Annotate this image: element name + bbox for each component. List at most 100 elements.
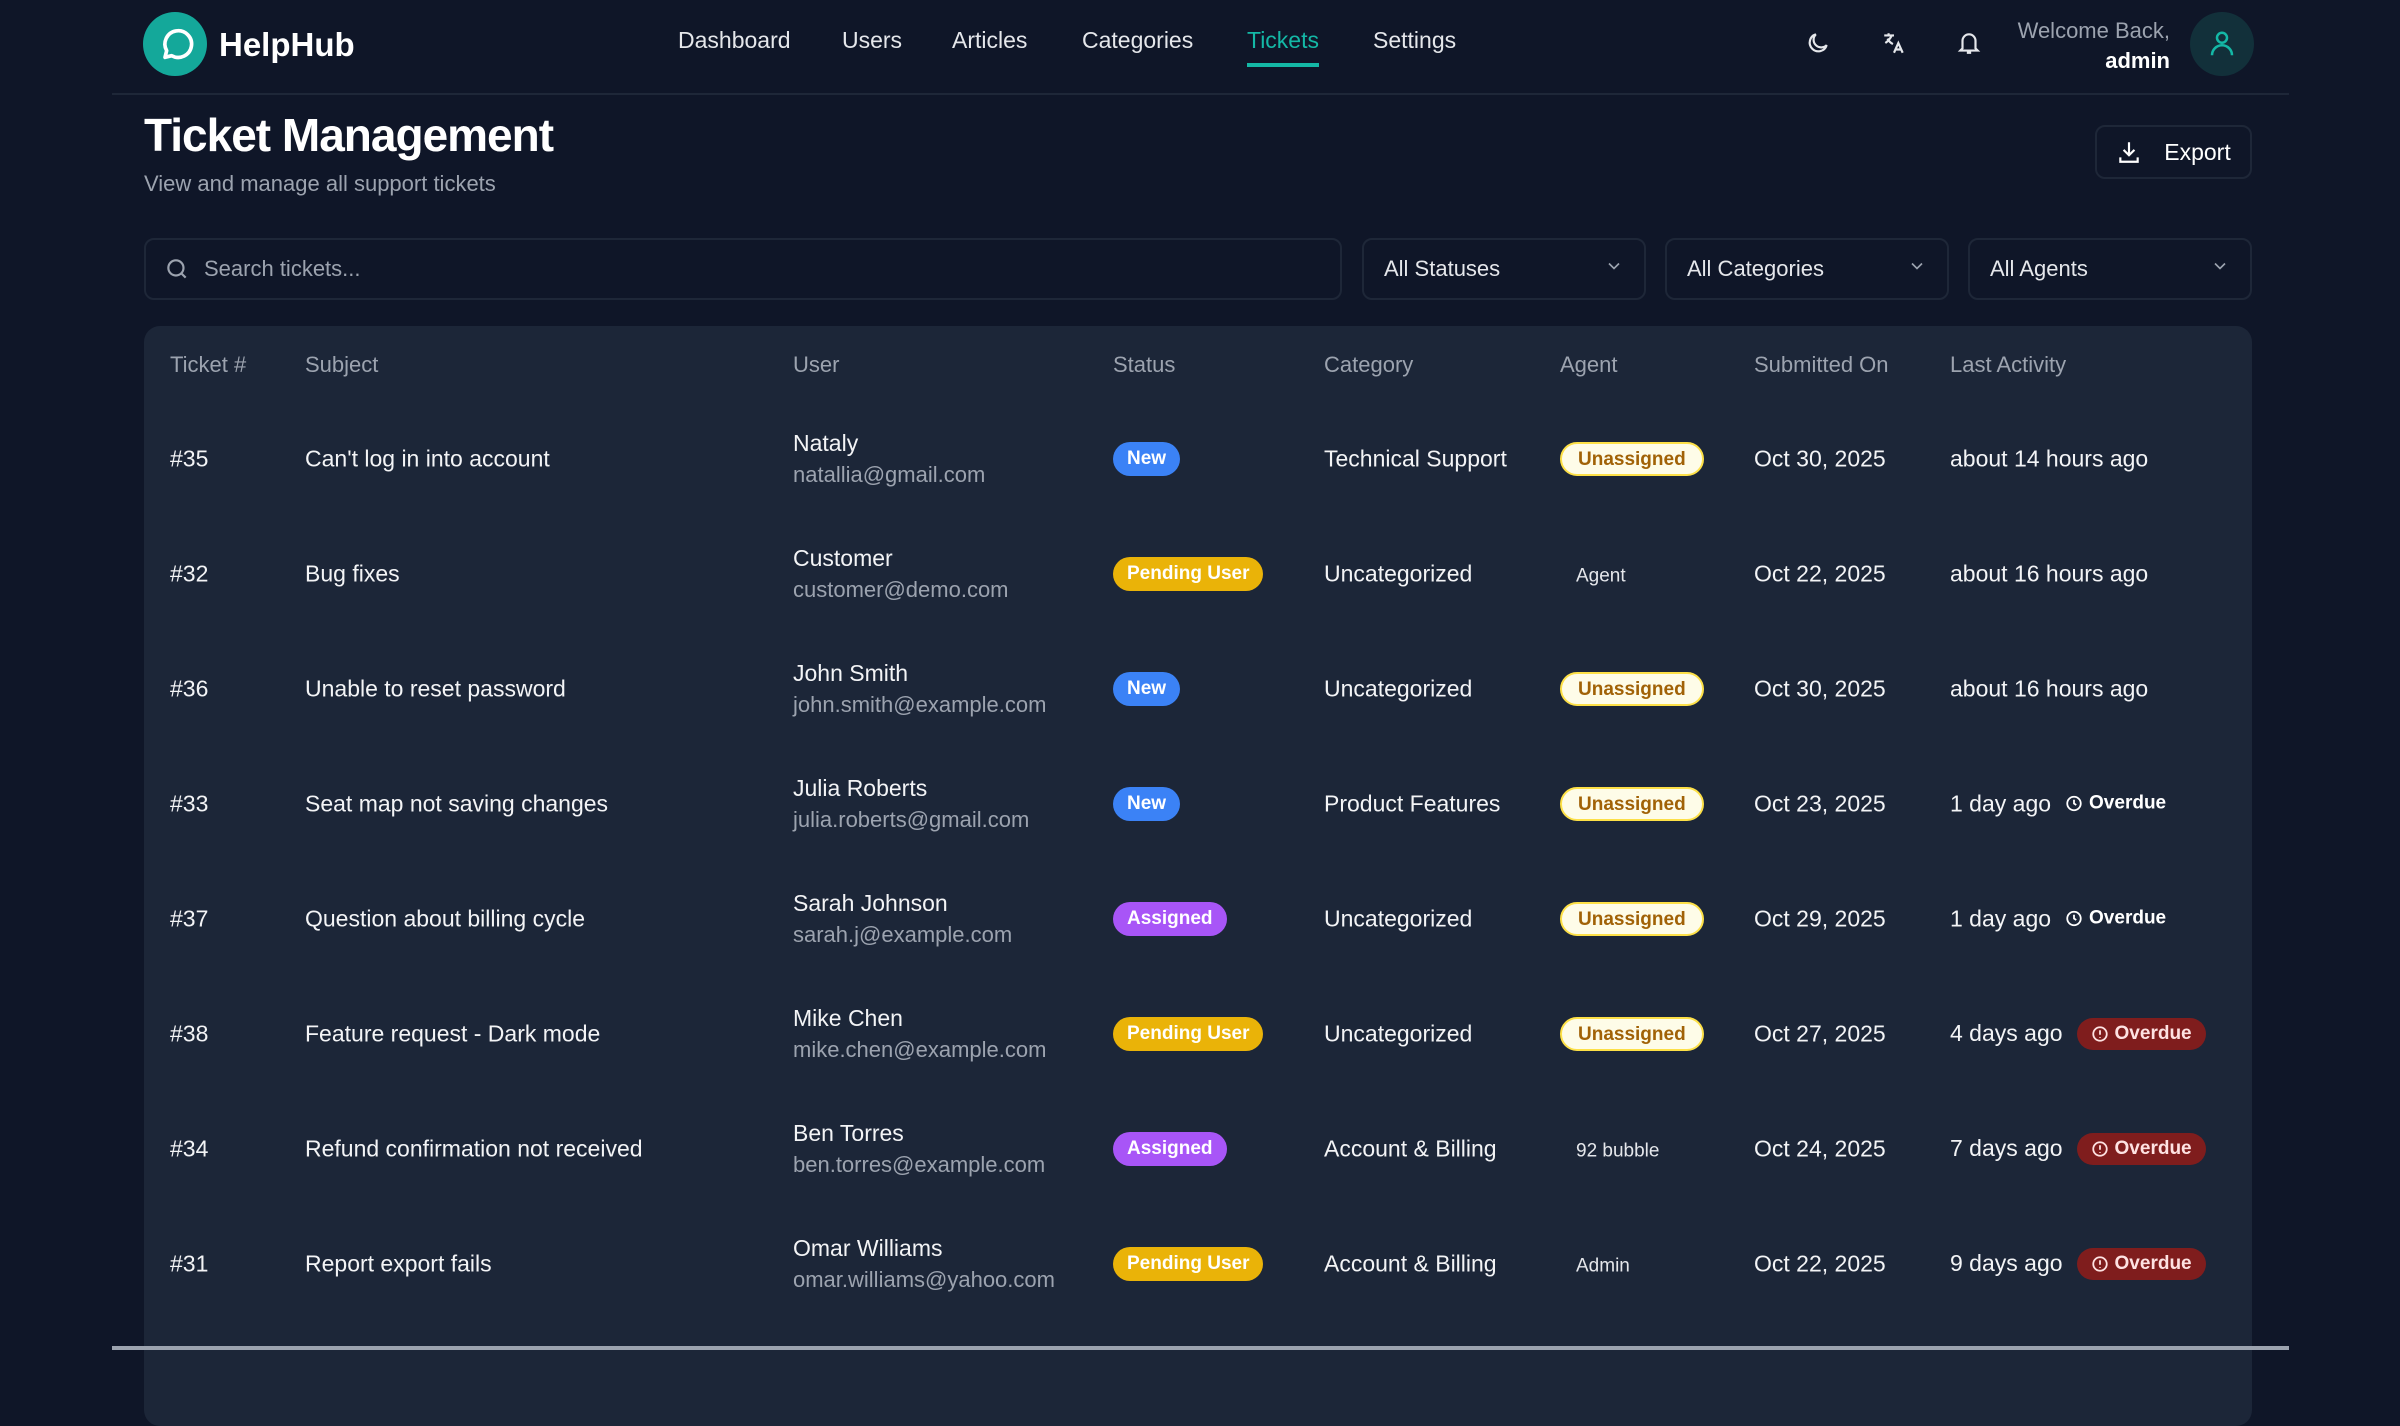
ticket-subject[interactable]: Unable to reset password: [305, 675, 566, 701]
column-header: Category: [1324, 352, 1414, 377]
user-email: sarah.j@example.com: [793, 921, 1013, 947]
horizontal-scrollbar[interactable]: [112, 1346, 2289, 1350]
table-row[interactable]: #35 Can't log in into account Nataly natall…: [144, 401, 2252, 516]
ticket-category: Uncategorized: [1324, 905, 1473, 931]
status-filter-select[interactable]: All Statuses: [1362, 238, 1646, 300]
ticket-id[interactable]: #33: [170, 790, 209, 816]
brand-name[interactable]: HelpHub: [219, 26, 355, 63]
search-box[interactable]: [144, 238, 1342, 300]
tickets-table: [144, 326, 2252, 1426]
chevron-down-icon: [2210, 256, 2230, 282]
ticket-id[interactable]: #38: [170, 1020, 209, 1046]
agent-badge: Unassigned: [1560, 671, 1704, 706]
user-email: omar.williams@yahoo.com: [793, 1266, 1055, 1292]
moon-icon[interactable]: [1803, 28, 1833, 58]
table-row[interactable]: #36 Unable to reset password John Smith joh…: [144, 631, 2252, 746]
agent-badge: Unassigned: [1560, 901, 1704, 936]
submitted-date: Oct 23, 2025: [1754, 790, 1886, 816]
table-row[interactable]: #33 Seat map not saving changes Julia Robe…: [144, 746, 2252, 861]
helphub-logo-icon[interactable]: [143, 12, 207, 76]
table-row[interactable]: #32 Bug fixes Customer customer@demo.com Pen…: [144, 516, 2252, 631]
ticket-id[interactable]: #32: [170, 560, 209, 586]
alert-circle-icon: [2091, 1140, 2109, 1158]
column-header: Subject: [305, 352, 379, 377]
ticket-subject[interactable]: Refund confirmation not received: [305, 1135, 643, 1161]
status-filter-value: All Statuses: [1384, 256, 1501, 281]
username: admin: [2105, 48, 2170, 73]
user-email: ben.torres@example.com: [793, 1151, 1046, 1177]
status-badge: New: [1113, 671, 1181, 706]
overdue-badge: Overdue: [2076, 1017, 2206, 1050]
ticket-id[interactable]: #34: [170, 1135, 209, 1161]
nav-tickets[interactable]: Tickets: [1247, 27, 1319, 67]
search-input[interactable]: [204, 256, 1304, 282]
category-filter-select[interactable]: All Categories: [1665, 238, 1949, 300]
clock-icon: [2065, 795, 2083, 813]
bell-icon[interactable]: [1954, 28, 1984, 58]
status-badge: New: [1113, 441, 1181, 476]
ticket-category: Uncategorized: [1324, 675, 1473, 701]
column-header: Agent: [1560, 352, 1618, 377]
table-row[interactable]: #38 Feature request - Dark mode Mike Chen m…: [144, 976, 2252, 1091]
agent-name: 92 bubble: [1576, 1140, 1660, 1161]
ticket-id[interactable]: #35: [170, 445, 209, 471]
ticket-subject[interactable]: Can't log in into account: [305, 445, 550, 471]
nav-users[interactable]: Users: [842, 27, 903, 53]
ticket-subject[interactable]: Bug fixes: [305, 560, 400, 586]
column-header: Last Activity: [1950, 352, 2067, 377]
nav-categories[interactable]: Categories: [1082, 27, 1194, 53]
ticket-id[interactable]: #37: [170, 905, 209, 931]
chevron-down-icon: [1604, 256, 1624, 282]
last-activity: about 16 hours ago: [1950, 560, 2149, 586]
category-filter-value: All Categories: [1687, 256, 1824, 281]
user-email: john.smith@example.com: [793, 691, 1047, 717]
chevron-down-icon: [1907, 256, 1927, 282]
last-activity: 9 days ago: [1950, 1250, 2063, 1276]
ticket-subject[interactable]: Seat map not saving changes: [305, 790, 609, 816]
overdue-label: Overdue: [2114, 1022, 2192, 1044]
status-badge: Pending User: [1113, 1246, 1264, 1281]
table-row[interactable]: #37 Question about billing cycle Sarah Joh…: [144, 861, 2252, 976]
export-label: Export: [2164, 138, 2231, 165]
ticket-subject[interactable]: Feature request - Dark mode: [305, 1020, 601, 1046]
avatar[interactable]: [2190, 12, 2254, 76]
ticket-category: Account & Billing: [1324, 1250, 1497, 1276]
top-nav-bar: [112, 0, 2289, 95]
status-badge: New: [1113, 786, 1181, 821]
welcome-label: Welcome Back,: [2017, 18, 2170, 43]
agent-filter-select[interactable]: All Agents: [1968, 238, 2252, 300]
search-icon: [167, 259, 187, 279]
user-name: John Smith: [793, 659, 909, 686]
agent-badge: Unassigned: [1560, 1016, 1704, 1051]
submitted-date: Oct 27, 2025: [1754, 1020, 1886, 1046]
nav-dashboard[interactable]: Dashboard: [678, 27, 791, 53]
overdue-badge: Overdue: [2065, 908, 2166, 930]
nav-settings[interactable]: Settings: [1373, 27, 1457, 53]
table-row[interactable]: #31 Report export fails Omar Williams omar.…: [144, 1206, 2252, 1321]
table-row[interactable]: #34 Refund confirmation not received Ben T…: [144, 1091, 2252, 1206]
ticket-category: Uncategorized: [1324, 560, 1473, 586]
last-activity: 7 days ago: [1950, 1135, 2063, 1161]
last-activity: 4 days ago: [1950, 1020, 2063, 1046]
ticket-id[interactable]: #36: [170, 675, 209, 701]
user-email: mike.chen@example.com: [793, 1036, 1047, 1062]
ticket-subject[interactable]: Report export fails: [305, 1250, 492, 1276]
last-activity: about 14 hours ago: [1950, 445, 2149, 471]
overdue-label: Overdue: [2089, 792, 2167, 814]
translate-icon[interactable]: [1879, 28, 1909, 58]
agent-badge: Unassigned: [1560, 441, 1704, 476]
column-header: Submitted On: [1754, 352, 1889, 377]
submitted-date: Oct 24, 2025: [1754, 1135, 1886, 1161]
submitted-date: Oct 29, 2025: [1754, 905, 1886, 931]
submitted-date: Oct 30, 2025: [1754, 675, 1886, 701]
status-badge: Assigned: [1113, 1131, 1227, 1166]
export-button[interactable]: Export: [2095, 125, 2252, 179]
column-header: Status: [1113, 352, 1176, 377]
user-name: Customer: [793, 544, 893, 571]
column-header: Ticket #: [170, 352, 247, 377]
user-email: julia.roberts@gmail.com: [793, 806, 1030, 832]
nav-articles[interactable]: Articles: [952, 27, 1028, 53]
ticket-id[interactable]: #31: [170, 1250, 209, 1276]
ticket-subject[interactable]: Question about billing cycle: [305, 905, 585, 931]
submitted-date: Oct 30, 2025: [1754, 445, 1886, 471]
